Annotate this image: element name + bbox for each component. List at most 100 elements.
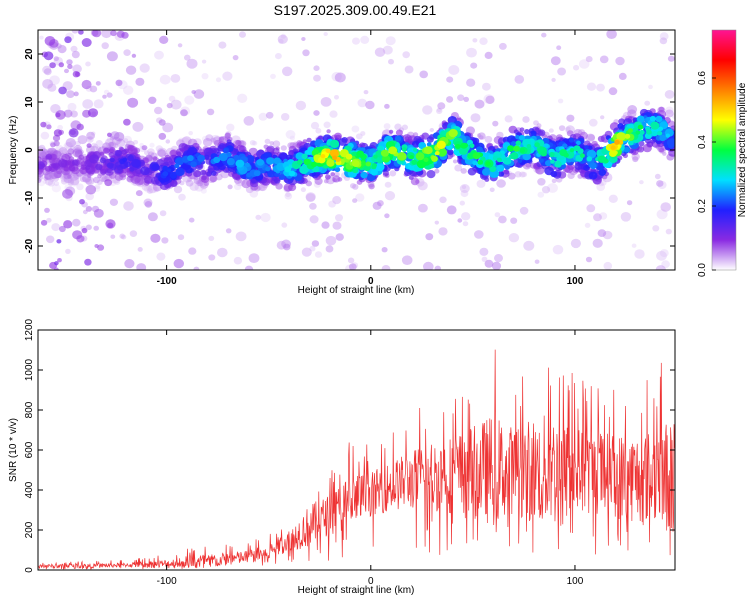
heatmap-cell bbox=[127, 155, 134, 162]
y-tick-label: 1200 bbox=[24, 318, 35, 341]
heatmap-cell bbox=[388, 129, 394, 134]
heatmap-cell bbox=[146, 184, 153, 191]
heatmap-cell bbox=[79, 199, 85, 205]
heatmap-cell bbox=[186, 58, 198, 69]
heatmap-cell bbox=[260, 212, 271, 223]
heatmap-cell bbox=[666, 138, 675, 148]
heatmap-cell bbox=[373, 154, 378, 159]
heatmap-cell bbox=[570, 238, 582, 249]
heatmap-cell bbox=[281, 113, 290, 121]
heatmap-cell bbox=[329, 110, 338, 118]
heatmap-cell bbox=[121, 31, 129, 39]
heatmap-cell bbox=[352, 198, 358, 203]
heatmap-cell bbox=[267, 170, 276, 178]
heatmap-cell bbox=[211, 170, 217, 176]
heatmap-cell bbox=[109, 147, 116, 153]
heatmap-cell bbox=[547, 183, 558, 193]
heatmap-cell bbox=[434, 168, 440, 174]
heatmap-cell bbox=[43, 68, 52, 76]
heatmap-cell bbox=[609, 149, 617, 157]
heatmap-cell bbox=[218, 153, 228, 162]
heatmap-cell bbox=[202, 138, 213, 147]
heatmap-cell bbox=[496, 157, 502, 163]
heatmap-cell bbox=[309, 245, 316, 252]
heatmap-cell bbox=[43, 51, 54, 61]
heatmap-cell bbox=[157, 149, 166, 158]
heatmap-cell bbox=[627, 105, 638, 114]
heatmap-cell bbox=[46, 124, 52, 130]
heatmap-cell bbox=[310, 121, 320, 130]
heatmap-cell bbox=[149, 142, 155, 148]
heatmap-cell bbox=[636, 115, 645, 123]
heatmap-cell bbox=[161, 237, 169, 244]
heatmap-cell bbox=[66, 59, 73, 65]
heatmap-cell bbox=[94, 244, 99, 248]
heatmap-cell bbox=[326, 159, 335, 167]
heatmap-cell bbox=[496, 164, 505, 172]
heatmap-cell bbox=[446, 76, 454, 83]
heatmap-cell bbox=[234, 183, 242, 191]
heatmap-cell bbox=[71, 30, 79, 34]
heatmap-cell bbox=[81, 38, 92, 47]
heatmap-cell bbox=[318, 156, 326, 164]
heatmap-cell bbox=[72, 71, 80, 78]
heatmap-cell bbox=[72, 218, 81, 227]
heatmap-cell bbox=[121, 149, 127, 155]
heatmap-cell bbox=[193, 169, 202, 178]
heatmap-cell bbox=[589, 162, 597, 170]
colorbar: 0.0 0.2 0.4 0.6 Normalized spectral amplitu… bbox=[697, 29, 748, 277]
heatmap-cell bbox=[110, 234, 116, 239]
heatmap-cell bbox=[265, 111, 274, 119]
heatmap-cell bbox=[162, 122, 174, 133]
heatmap-cell bbox=[53, 140, 60, 147]
heatmap-cell bbox=[652, 225, 660, 232]
heatmap-cell bbox=[323, 179, 329, 184]
heatmap-cell bbox=[356, 150, 365, 158]
heatmap-cell bbox=[152, 156, 158, 161]
heatmap-cell bbox=[476, 179, 486, 188]
heatmap-cell bbox=[365, 161, 371, 167]
heatmap-cell bbox=[119, 233, 125, 239]
heatmap-cell bbox=[124, 259, 135, 269]
heatmap-cell bbox=[665, 228, 672, 235]
heatmap-cell bbox=[77, 135, 88, 145]
heatmap-cell bbox=[81, 79, 92, 90]
heatmap-cell bbox=[81, 227, 88, 234]
heatmap-cell bbox=[325, 235, 337, 246]
heatmap-cell bbox=[93, 225, 99, 231]
heatmap-cell bbox=[662, 151, 667, 156]
heatmap-cell bbox=[401, 147, 407, 152]
heatmap-cell bbox=[350, 183, 356, 189]
heatmap-cell bbox=[600, 180, 607, 186]
heatmap-cell bbox=[409, 155, 414, 160]
y-tick-label: 10 bbox=[24, 96, 35, 108]
heatmap-cell bbox=[73, 91, 79, 97]
heatmap-cell bbox=[549, 151, 555, 158]
heatmap-cell bbox=[131, 53, 137, 58]
heatmap-cell bbox=[467, 167, 477, 176]
heatmap-cell bbox=[99, 151, 105, 156]
heatmap-cell bbox=[175, 157, 184, 166]
heatmap-cell bbox=[58, 86, 67, 95]
heatmap-cell bbox=[266, 157, 275, 165]
heatmap-cell bbox=[388, 58, 394, 65]
heatmap-cell bbox=[123, 49, 131, 56]
heatmap-cell bbox=[193, 89, 205, 99]
heatmap-cell bbox=[329, 149, 339, 158]
heatmap-cell bbox=[85, 61, 91, 67]
heatmap-cell bbox=[418, 203, 428, 213]
heatmap-cell bbox=[592, 238, 603, 248]
heatmap-cell bbox=[665, 133, 671, 138]
heatmap-cell bbox=[352, 160, 360, 167]
heatmap-cell bbox=[66, 90, 75, 98]
heatmap-cell bbox=[461, 212, 471, 221]
heatmap-cell bbox=[543, 143, 549, 149]
heatmap-cell bbox=[280, 33, 286, 39]
heatmap-cell bbox=[278, 38, 284, 44]
heatmap-cell bbox=[156, 252, 166, 261]
heatmap-cell bbox=[303, 166, 308, 171]
heatmap-cell bbox=[106, 51, 118, 62]
heatmap-cell bbox=[269, 141, 275, 146]
heatmap-cell bbox=[201, 59, 207, 64]
